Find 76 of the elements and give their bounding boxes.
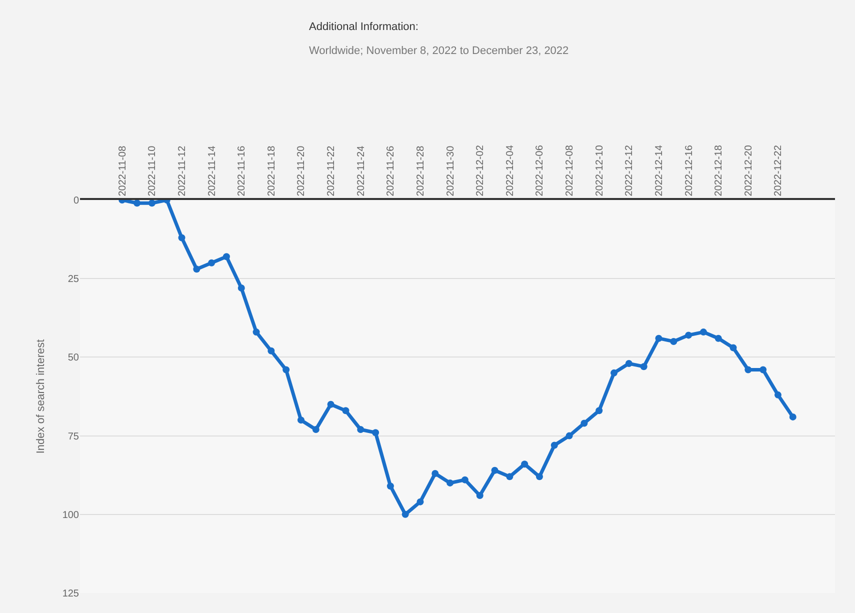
point [461,476,468,484]
x-tick-label: 2022-11-18 [266,145,278,196]
point [193,266,200,273]
y-tick-label: 75 [68,431,80,442]
point [700,328,707,336]
x-tick-label: 2022-11-14 [206,145,218,196]
text: Worldwide; November 8, 2022 to December 23, 2022 [309,45,569,57]
point [134,200,141,207]
point [760,366,767,374]
point [685,332,692,339]
point [297,416,304,424]
point [327,400,334,408]
point [536,473,543,480]
point [491,466,498,474]
x-tick-label: 2022-11-26 [386,145,397,196]
point [268,347,275,354]
point [238,284,245,292]
y-tick-label: 0 [73,196,80,206]
point [730,344,737,352]
point [506,473,514,480]
x-tick-label: 2022-11-24 [356,145,367,196]
x-tick-label: 2022-11-16 [236,145,248,196]
point [282,366,290,374]
point [610,369,618,376]
x-tick-label: 2022-12-06 [534,144,546,196]
point [312,426,320,434]
y-tick-label: 125 [62,588,80,600]
x-tick-label: 2022-11-12 [177,145,188,196]
x-tick-label: 2022-11-10 [147,145,158,196]
point [222,253,230,260]
text: Additional Information: [309,21,418,33]
x-tick-label: 2022-11-22 [326,145,338,196]
x-tick-label: 2022-12-22 [773,144,784,196]
point [252,328,260,336]
x-tick-label: 2022-12-18 [714,144,725,196]
point [402,510,409,518]
point [550,442,558,449]
point [357,426,364,434]
x-tick-label: 2022-12-20 [743,144,754,196]
x-tick-label: 2022-11-08 [117,145,128,196]
point [342,407,350,414]
x-tick-label: 2022-11-28 [415,145,426,196]
point [208,259,216,266]
point [580,420,588,427]
point [670,338,678,345]
x-tick-label: 2022-12-02 [475,144,486,196]
point [446,479,454,486]
point [476,492,484,500]
x-tick-label: 2022-12-04 [504,144,516,196]
x-tick-label: 2022-11-20 [296,145,308,196]
point [640,363,648,370]
point [372,429,380,436]
point [178,234,186,242]
x-tick-label: 2022-12-14 [654,144,665,196]
y-tick-label: 50 [68,352,80,364]
x-tick-label: 2022-12-10 [594,144,606,196]
x-tick-label: 2022-12-16 [684,144,695,196]
x-tick-label: 2022-11-30 [445,145,456,196]
point [521,460,528,468]
x-tick-label: 2022-12-08 [564,144,576,196]
point [744,366,752,374]
point [789,413,796,420]
point [148,200,156,207]
point [416,498,424,506]
x-tick-label: 2022-12-12 [624,144,636,196]
y-tick-label: 100 [62,510,80,521]
point [596,407,603,414]
point [386,482,394,490]
point [714,334,722,342]
y-axis-title: Index of search interest [34,339,47,454]
point [655,334,662,342]
point [432,470,439,478]
point [625,360,632,367]
point [774,391,782,398]
point [566,432,573,440]
y-tick-label: 25 [68,274,80,286]
